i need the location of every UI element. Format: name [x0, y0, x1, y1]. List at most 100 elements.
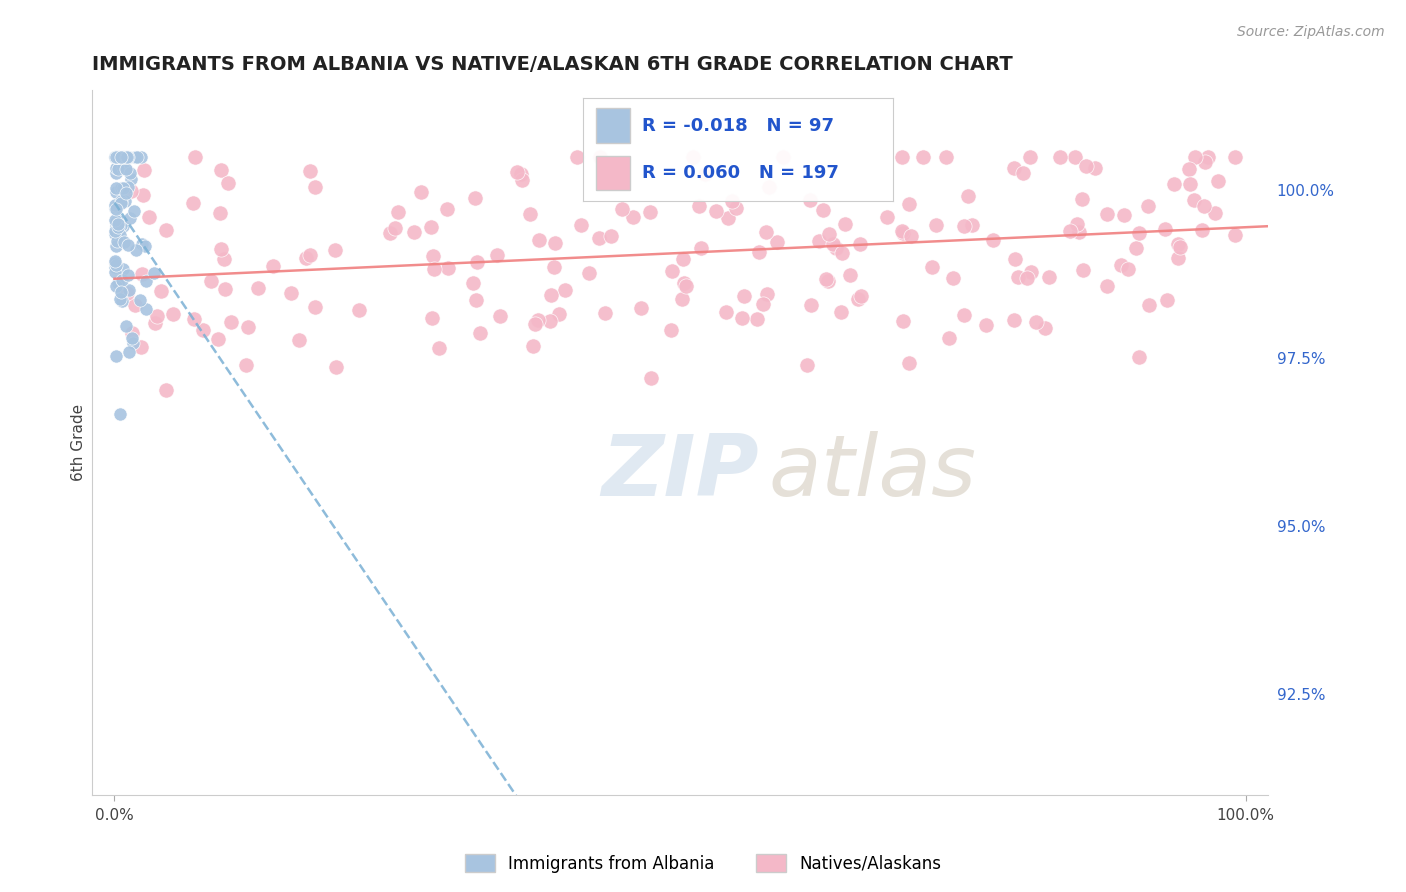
Y-axis label: 6th Grade: 6th Grade — [72, 403, 86, 481]
Point — [420, 219, 443, 234]
Point — [730, 310, 752, 325]
Point — [824, 241, 846, 255]
Point — [236, 320, 259, 334]
Point — [143, 316, 166, 330]
Point — [104, 150, 127, 164]
Point — [120, 185, 142, 199]
Point — [671, 293, 693, 307]
Point — [1059, 224, 1081, 238]
Point — [118, 344, 141, 359]
Point — [1168, 240, 1191, 254]
Point — [114, 150, 136, 164]
Point — [107, 219, 129, 234]
Point — [1095, 278, 1118, 293]
Point — [287, 334, 309, 348]
Point — [1074, 159, 1097, 173]
Point — [104, 238, 127, 252]
Point — [104, 150, 127, 164]
Point — [104, 197, 127, 211]
Text: Source: ZipAtlas.com: Source: ZipAtlas.com — [1237, 25, 1385, 39]
Point — [1153, 222, 1175, 236]
Point — [110, 150, 132, 164]
Point — [134, 239, 156, 253]
Point — [122, 204, 145, 219]
Point — [108, 217, 131, 231]
Point — [981, 233, 1004, 247]
Point — [118, 166, 141, 180]
Point — [112, 150, 135, 164]
Text: IMMIGRANTS FROM ALBANIA VS NATIVE/ALASKAN 6TH GRADE CORRELATION CHART: IMMIGRANTS FROM ALBANIA VS NATIVE/ALASKA… — [91, 55, 1012, 74]
Point — [1167, 251, 1189, 265]
Point — [1019, 265, 1042, 279]
Point — [115, 318, 138, 333]
Point — [695, 167, 717, 181]
Point — [110, 181, 132, 195]
Point — [510, 167, 533, 181]
Point — [107, 150, 129, 164]
Point — [105, 235, 128, 249]
Point — [814, 272, 837, 286]
Point — [911, 150, 934, 164]
Point — [544, 236, 567, 251]
Point — [1025, 316, 1047, 330]
Point — [831, 245, 853, 260]
Point — [183, 311, 205, 326]
Point — [527, 313, 550, 327]
Point — [1125, 241, 1147, 255]
Point — [588, 231, 610, 245]
Point — [569, 218, 592, 232]
Point — [104, 256, 127, 270]
Point — [1116, 262, 1139, 277]
Point — [756, 287, 779, 301]
Point — [121, 336, 143, 351]
Point — [217, 177, 239, 191]
Point — [121, 326, 143, 341]
Point — [111, 219, 134, 234]
Point — [107, 150, 129, 164]
Point — [117, 150, 139, 164]
Point — [134, 163, 156, 178]
Point — [600, 228, 623, 243]
Point — [800, 298, 823, 312]
Point — [1064, 150, 1087, 164]
Point — [941, 271, 963, 285]
Point — [117, 150, 139, 164]
Point — [821, 236, 844, 251]
Point — [131, 236, 153, 251]
Point — [1182, 193, 1205, 207]
Point — [1197, 150, 1219, 164]
Point — [121, 331, 143, 345]
Point — [124, 297, 146, 311]
Text: atlas: atlas — [769, 431, 976, 514]
Point — [304, 180, 326, 194]
Point — [830, 304, 852, 318]
Point — [818, 227, 841, 241]
Point — [565, 150, 588, 164]
Point — [891, 227, 914, 241]
Point — [105, 166, 128, 180]
Point — [380, 227, 402, 241]
Point — [325, 359, 347, 374]
Point — [114, 150, 136, 164]
Point — [200, 274, 222, 288]
Point — [299, 164, 322, 178]
Point — [142, 266, 165, 280]
Point — [107, 214, 129, 228]
Point — [1012, 166, 1035, 180]
Point — [387, 205, 409, 219]
Text: R = -0.018   N = 97: R = -0.018 N = 97 — [643, 117, 834, 135]
Point — [848, 237, 870, 252]
Point — [1178, 177, 1201, 191]
Point — [105, 258, 128, 272]
Point — [752, 297, 775, 311]
Point — [720, 194, 742, 209]
Point — [876, 210, 898, 224]
Point — [834, 217, 856, 231]
Point — [1178, 161, 1201, 176]
Point — [510, 173, 533, 187]
Point — [506, 164, 529, 178]
Point — [107, 217, 129, 231]
Point — [593, 306, 616, 320]
Point — [280, 286, 302, 301]
Point — [464, 191, 486, 205]
